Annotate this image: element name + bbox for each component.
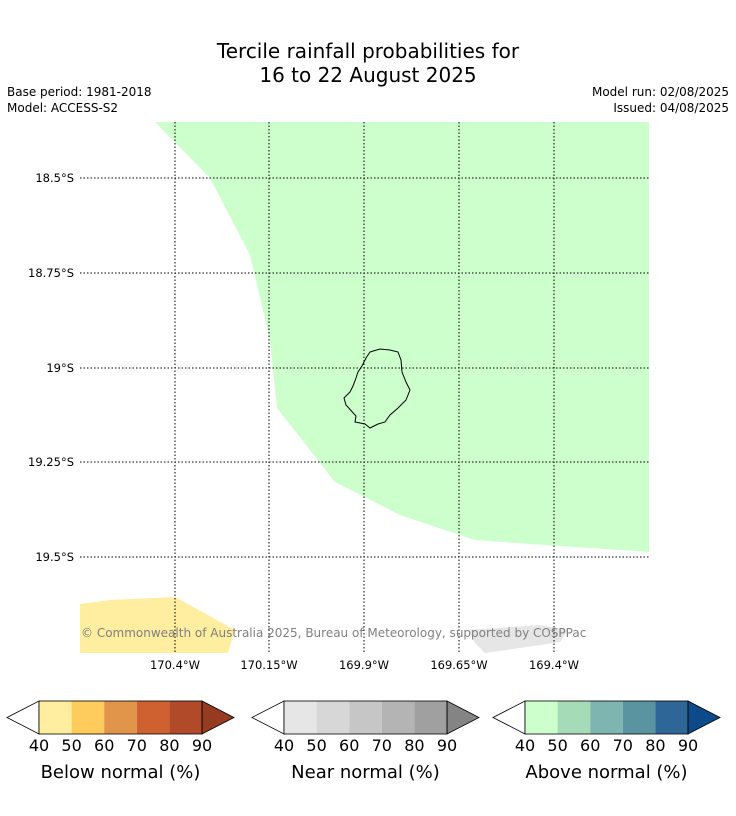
below-normal-tick-label: 60 [94,736,114,755]
near-normal-color-swatch [349,701,382,734]
above-normal-region [155,122,649,552]
model-name-text: Model: ACCESS-S2 [7,101,119,115]
near-normal-lower-extension [251,700,285,735]
legend-group: 40 50 60 70 80 90 Below normal (%) 40 50 60 70 80 90… [6,700,721,783]
below-normal-upper-extension [201,700,235,735]
above-normal-tick-label: 80 [645,736,665,755]
below-normal-color-swatch [39,701,72,734]
below-normal-lower-extension [6,700,40,735]
below-normal-tick-label: 70 [127,736,147,755]
lon-label: 169.4°W [529,658,579,672]
model-run-text: Model run: 02/08/2025 [591,85,729,99]
lat-label: 18.75°S [28,266,74,280]
near-normal-region [468,625,568,653]
copyright-notice: © Commonwealth of Australia 2025, Bureau… [81,626,586,640]
below-normal-colorbar-outline [38,700,203,735]
above-normal-lower-extension [492,700,526,735]
above-normal-legend-title: Above normal (%) [525,762,687,783]
near-normal-color-swatch [381,701,415,734]
lon-label: 169.65°W [430,658,487,672]
below-normal-color-swatch [169,701,202,734]
above-normal-tick-label: 40 [515,736,535,755]
above-normal-tick-label: 50 [547,736,567,755]
map-title-line1: Tercile rainfall probabilities for [216,39,520,63]
lon-label: 170.4°W [150,658,200,672]
near-normal-legend: 40 50 60 70 80 90 Near normal (%) [251,700,480,783]
near-normal-legend-title: Near normal (%) [291,762,440,783]
lat-label: 19°S [46,361,74,375]
above-normal-color-swatch [557,701,591,734]
below-normal-tick-label: 40 [29,736,49,755]
below-normal-tick-label: 90 [192,736,212,755]
above-normal-color-swatch [655,701,688,734]
below-normal-color-swatch [71,701,105,734]
below-normal-region [80,597,235,653]
graticule [80,122,649,653]
above-normal-legend: 40 50 60 70 80 90 Above normal (%) [492,700,721,783]
below-normal-color-swatch [136,701,170,734]
below-normal-legend-title: Below normal (%) [41,762,201,783]
base-period-text: Base period: 1981-2018 [7,85,152,99]
above-normal-colorbar-outline [524,700,689,735]
above-normal-color-swatch [525,701,558,734]
near-normal-color-swatch [414,701,447,734]
lat-label: 18.5°S [35,171,74,185]
near-normal-tick-label: 60 [339,736,359,755]
near-normal-tick-label: 90 [437,736,457,755]
near-normal-tick-label: 80 [404,736,424,755]
map-title-line2: 16 to 22 August 2025 [259,63,477,87]
above-normal-tick-label: 70 [613,736,633,755]
lat-label: 19.25°S [28,455,74,469]
near-normal-tick-label: 50 [306,736,326,755]
near-normal-color-swatch [284,701,317,734]
near-normal-colorbar-outline [283,700,448,735]
near-normal-tick-label: 70 [372,736,392,755]
near-normal-color-swatch [316,701,350,734]
above-normal-tick-label: 90 [678,736,698,755]
island-coastline [343,348,411,429]
above-normal-color-swatch [622,701,656,734]
above-normal-upper-extension [687,700,721,735]
below-normal-tick-label: 80 [159,736,179,755]
below-normal-tick-label: 50 [61,736,81,755]
below-normal-legend: 40 50 60 70 80 90 Below normal (%) [6,700,235,783]
below-normal-color-swatch [104,701,137,734]
above-normal-color-swatch [590,701,623,734]
near-normal-tick-label: 40 [274,736,294,755]
near-normal-upper-extension [446,700,480,735]
lon-label: 170.15°W [240,658,297,672]
lon-label: 169.9°W [339,658,389,672]
lat-label: 19.5°S [35,550,74,564]
issued-date-text: Issued: 04/08/2025 [613,101,729,115]
above-normal-tick-label: 60 [580,736,600,755]
